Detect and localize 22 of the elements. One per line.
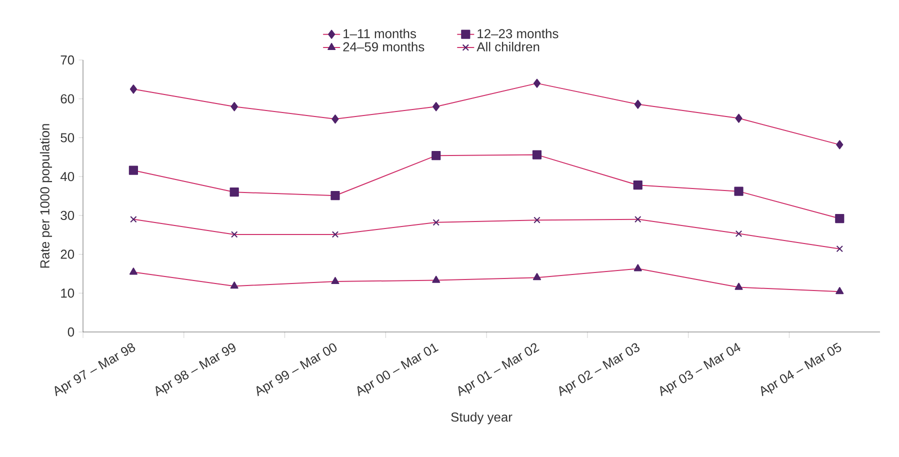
y-tick-label: 50: [60, 133, 74, 142]
legend-label: 1–11 months: [344, 28, 416, 38]
y-tick-label: 20: [60, 250, 74, 259]
x-axis-title: Study year: [451, 412, 512, 424]
legend-label: 24–59 months: [343, 42, 424, 52]
x-tick-label: Apr 98 – Mar 99: [156, 343, 236, 396]
x-tick-label: Apr 02 – Mar 03: [559, 343, 640, 396]
y-tick-label: 40: [60, 172, 74, 182]
y-axis-title: Rate per 1000 population: [40, 124, 52, 268]
y-tick-label: 0: [68, 327, 74, 337]
legend-label: All children: [476, 42, 540, 52]
y-tick-label: 60: [60, 94, 74, 104]
x-tick-label: Apr 01 – Mar 02: [458, 343, 540, 396]
y-tick-label: 30: [60, 210, 74, 220]
legend-label: 12–23 months: [478, 28, 558, 38]
x-tick-label: Apr 97 – Mar 98: [54, 343, 136, 396]
x-tick-label: Apr 03 – Mar 04: [660, 342, 740, 396]
y-tick-label: 10: [61, 288, 74, 298]
x-tick-label: Apr 00 – Mar 01: [357, 343, 439, 396]
x-tick-label: Apr 99 – Mar 00: [256, 343, 337, 396]
y-tick-label: 70: [60, 55, 74, 65]
x-tick-label: Apr 04 – Mar 05: [760, 342, 842, 396]
